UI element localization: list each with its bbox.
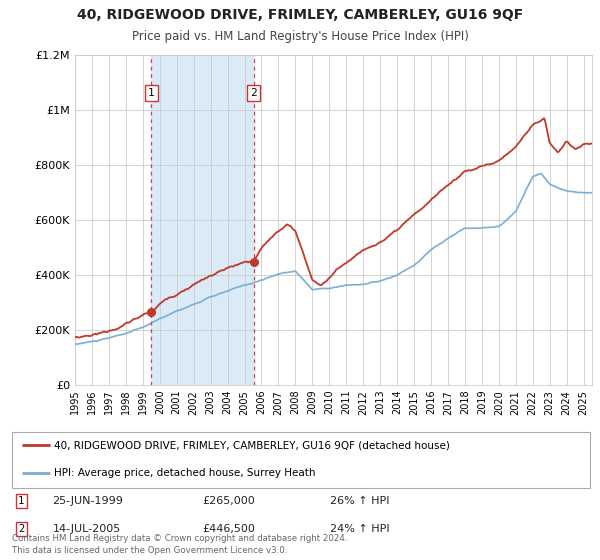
Text: £446,500: £446,500 — [203, 524, 256, 534]
Text: Price paid vs. HM Land Registry's House Price Index (HPI): Price paid vs. HM Land Registry's House … — [131, 30, 469, 43]
Text: This data is licensed under the Open Government Licence v3.0.: This data is licensed under the Open Gov… — [12, 546, 287, 555]
Text: £265,000: £265,000 — [203, 496, 256, 506]
Text: 14-JUL-2005: 14-JUL-2005 — [52, 524, 121, 534]
Text: Contains HM Land Registry data © Crown copyright and database right 2024.: Contains HM Land Registry data © Crown c… — [12, 534, 347, 543]
Text: 1: 1 — [18, 496, 25, 506]
Text: 24% ↑ HPI: 24% ↑ HPI — [330, 524, 389, 534]
Text: 26% ↑ HPI: 26% ↑ HPI — [330, 496, 389, 506]
Text: 2: 2 — [18, 524, 25, 534]
Text: 40, RIDGEWOOD DRIVE, FRIMLEY, CAMBERLEY, GU16 9QF: 40, RIDGEWOOD DRIVE, FRIMLEY, CAMBERLEY,… — [77, 8, 523, 22]
Text: 2: 2 — [250, 88, 257, 98]
Text: HPI: Average price, detached house, Surrey Heath: HPI: Average price, detached house, Surr… — [53, 468, 315, 478]
FancyBboxPatch shape — [12, 432, 590, 488]
Bar — [151, 55, 254, 385]
Text: 40, RIDGEWOOD DRIVE, FRIMLEY, CAMBERLEY, GU16 9QF (detached house): 40, RIDGEWOOD DRIVE, FRIMLEY, CAMBERLEY,… — [53, 440, 449, 450]
Text: 25-JUN-1999: 25-JUN-1999 — [52, 496, 124, 506]
Text: 1: 1 — [148, 88, 154, 98]
